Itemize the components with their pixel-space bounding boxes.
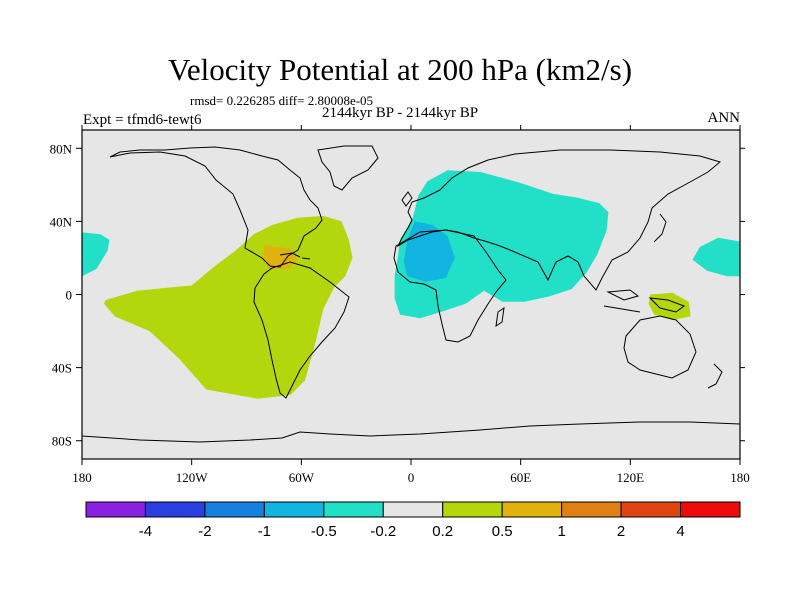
colorbar-swatch (501, 501, 563, 518)
lon-tick-label: 60E (510, 470, 531, 485)
lon-tick-label: 180 (72, 470, 92, 485)
lon-tick-label: 60W (289, 470, 315, 485)
colorbar-label: 2 (617, 523, 625, 540)
pacific-west-negative-region (692, 237, 740, 277)
colorbar-swatch (680, 501, 741, 518)
lon-tick-label: 120W (176, 470, 209, 485)
new-guinea-positive-region (648, 292, 691, 321)
eastern-hemisphere-negative-region (394, 170, 609, 319)
lon-tick-label: 0 (408, 470, 415, 485)
north-africa-negative-region (403, 221, 455, 282)
colorbar-label: -0.2 (370, 523, 396, 540)
colorbar-swatch (144, 501, 206, 518)
colorbar-label: -4 (139, 523, 152, 540)
colorbar-swatch (382, 501, 444, 518)
time-range-label: 2144kyr BP - 2144kyr BP (322, 105, 479, 121)
lat-tick-label: 80S (52, 434, 72, 449)
colorbar-swatch (263, 501, 325, 518)
colorbar-label: 4 (676, 523, 684, 540)
colorbar-label: 0.2 (432, 523, 453, 540)
colorbar-swatch (85, 501, 146, 518)
lat-tick-label: 80N (50, 141, 73, 156)
colorbar-label: -2 (198, 523, 211, 540)
colorbar-label: 1 (557, 523, 565, 540)
colorbar-label: -1 (258, 523, 271, 540)
lat-tick-label: 40N (50, 214, 73, 229)
colorbar-swatch (204, 501, 265, 518)
lon-tick-label: 120E (617, 470, 645, 485)
lat-tick-label: 40S (52, 361, 72, 376)
season-label: ANN (707, 110, 741, 126)
colorbar-label: 0.5 (492, 523, 513, 540)
coastlines (82, 145, 740, 443)
caribbean-positive-region (263, 245, 298, 269)
lon-tick-label: 180 (730, 470, 750, 485)
experiment-label: Expt = tfmd6-tewt6 (83, 112, 202, 128)
lat-tick-label: 0 (66, 288, 73, 303)
stats-label: rmsd= 0.226285 diff= 2.80008e-05 (190, 93, 374, 108)
colorbar-swatch (561, 501, 622, 518)
pacific-east-negative-region (82, 232, 110, 277)
colorbar-swatch (323, 501, 384, 518)
map-axes: 180 120W 60W 0 60E 120E 180 80N 40N 0 40S 80S (50, 125, 750, 485)
map-title: Velocity Potential at 200 hPa (km2/s) (167, 52, 633, 87)
colorbar: -4 -2 -1 -0.5 -0.2 0.2 0.5 1 2 4 (85, 501, 741, 540)
colorbar-swatch (620, 501, 682, 518)
colorbar-label: -0.5 (311, 523, 337, 540)
colorbar-swatch (442, 501, 503, 518)
